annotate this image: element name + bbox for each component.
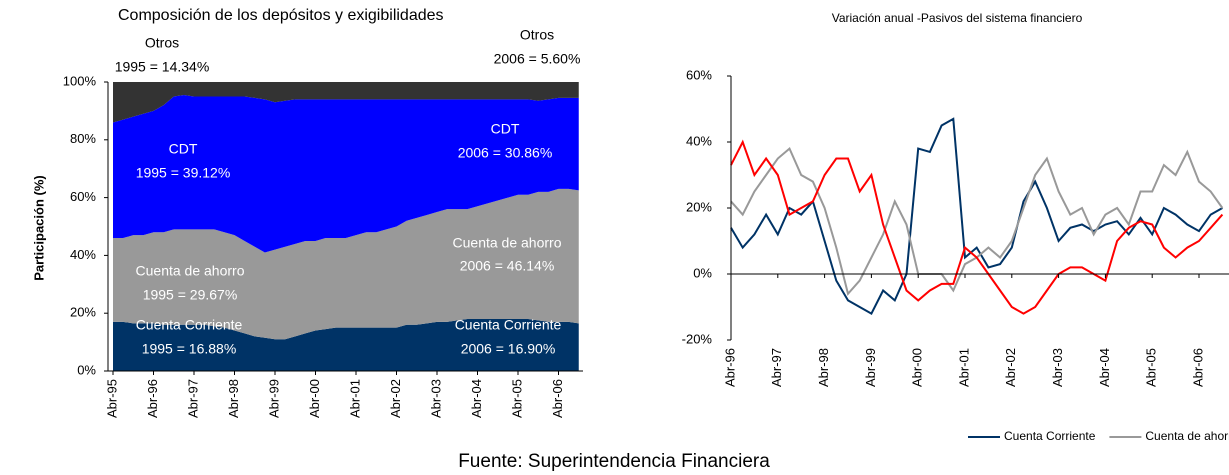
y-tick-label: 40% xyxy=(70,247,96,262)
annotation: 2006 = 5.60% xyxy=(494,51,581,67)
annotation: 2006 = 30.86% xyxy=(458,145,553,161)
y-tick-label: 40% xyxy=(686,133,712,148)
annotation: 1995 = 39.12% xyxy=(136,165,231,181)
y-tick-label: 20% xyxy=(70,305,96,320)
area-segment xyxy=(113,82,579,123)
annotation: 1995 = 14.34% xyxy=(115,59,210,75)
y-tick-label: 0% xyxy=(693,265,712,280)
area-segment xyxy=(113,318,579,371)
x-tick-label: Abr-04 xyxy=(1097,348,1112,387)
annotation: 2006 = 46.14% xyxy=(460,258,555,274)
annotation: CDT xyxy=(169,141,198,157)
x-tick-label: Abr-00 xyxy=(910,348,925,387)
y-tick-label: 100% xyxy=(63,73,97,88)
annotation: Cuenta de ahorro xyxy=(453,235,562,251)
x-tick-label: Abr-97 xyxy=(769,348,784,387)
series-line xyxy=(730,117,1223,315)
y-tick-label: 20% xyxy=(686,199,712,214)
x-tick-label: Abr-02 xyxy=(388,379,403,418)
annotation: Otros xyxy=(520,27,554,43)
annotation: CDT xyxy=(491,121,520,137)
x-tick-label: Abr-04 xyxy=(469,379,484,418)
x-tick-label: Abr-05 xyxy=(1144,348,1159,387)
x-tick-label: Abr-05 xyxy=(509,379,524,418)
left-title: Composición de los depósitos y exigibili… xyxy=(118,7,444,24)
x-tick-label: Abr-06 xyxy=(550,379,565,418)
x-tick-label: Abr-06 xyxy=(1190,348,1205,387)
x-tick-label: Abr-99 xyxy=(863,348,878,387)
x-tick-label: Abr-02 xyxy=(1003,348,1018,387)
legend-label: Cuenta de ahorros xyxy=(1145,429,1229,443)
x-tick-label: Abr-98 xyxy=(226,379,241,418)
right-title: Variación anual -Pasivos del sistema fin… xyxy=(832,11,1083,25)
y-axis-label: Participación (%) xyxy=(31,175,46,280)
annotation: Otros xyxy=(145,35,179,51)
area-segment xyxy=(113,188,579,340)
annotation: Cuenta Corriente xyxy=(136,317,243,333)
y-tick-label: -20% xyxy=(682,331,713,346)
annotation: Cuenta Corriente xyxy=(455,317,562,333)
y-tick-label: 80% xyxy=(70,131,96,146)
x-tick-label: Abr-01 xyxy=(347,379,362,418)
x-tick-label: Abr-96 xyxy=(722,348,737,387)
x-tick-label: Abr-00 xyxy=(307,379,322,418)
y-tick-label: 60% xyxy=(70,189,96,204)
series-line xyxy=(730,139,1224,315)
annotation: 1995 = 16.88% xyxy=(142,341,237,357)
x-tick-label: Abr-01 xyxy=(956,348,971,387)
x-tick-label: Abr-95 xyxy=(104,379,119,418)
source: Fuente: Superintendencia Financiera xyxy=(458,451,770,472)
area-segment xyxy=(113,95,579,253)
legend-label: Cuenta Corriente xyxy=(1004,429,1096,443)
x-tick-label: Abr-99 xyxy=(266,379,281,418)
annotation: 2006 = 16.90% xyxy=(461,341,556,357)
x-tick-label: Abr-98 xyxy=(816,348,831,387)
annotation: 1995 = 29.67% xyxy=(143,287,238,303)
series-line xyxy=(730,146,1224,296)
y-tick-label: 60% xyxy=(686,67,712,82)
y-tick-label: 0% xyxy=(77,362,96,377)
annotation: Cuenta de ahorro xyxy=(136,263,245,279)
x-tick-label: Abr-97 xyxy=(185,379,200,418)
x-tick-label: Abr-03 xyxy=(1050,348,1065,387)
x-tick-label: Abr-96 xyxy=(145,379,160,418)
x-tick-label: Abr-03 xyxy=(428,379,443,418)
